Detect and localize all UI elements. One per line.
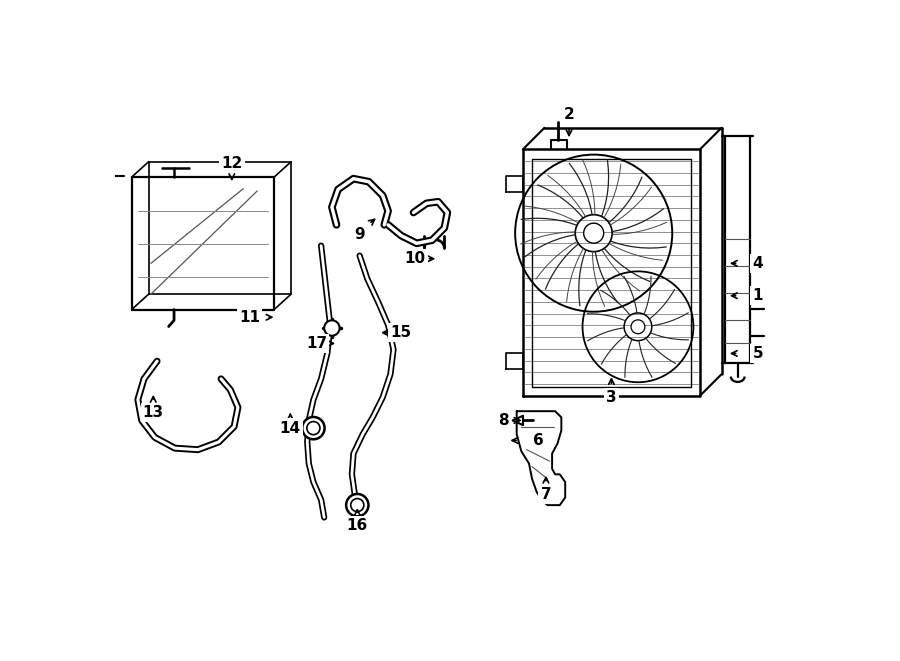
Text: 4: 4 [752, 256, 763, 271]
Text: 2: 2 [563, 107, 574, 122]
Text: 14: 14 [280, 420, 301, 436]
Circle shape [307, 422, 320, 435]
Text: 1: 1 [752, 288, 763, 303]
Text: 13: 13 [143, 405, 164, 420]
Text: 8: 8 [499, 413, 508, 428]
Text: 7: 7 [541, 487, 552, 502]
Text: 11: 11 [239, 310, 260, 325]
Circle shape [346, 494, 368, 516]
Text: 17: 17 [306, 336, 327, 351]
Circle shape [631, 320, 645, 334]
Text: 5: 5 [752, 346, 763, 361]
Text: 16: 16 [346, 518, 368, 533]
Circle shape [584, 223, 604, 243]
Circle shape [302, 417, 325, 440]
Text: 3: 3 [606, 390, 616, 405]
Text: 15: 15 [391, 325, 412, 340]
Text: 12: 12 [221, 156, 242, 171]
Circle shape [351, 498, 364, 512]
Text: 6: 6 [533, 433, 544, 448]
Text: 9: 9 [355, 227, 365, 241]
Circle shape [324, 321, 339, 336]
Text: 10: 10 [404, 251, 426, 266]
